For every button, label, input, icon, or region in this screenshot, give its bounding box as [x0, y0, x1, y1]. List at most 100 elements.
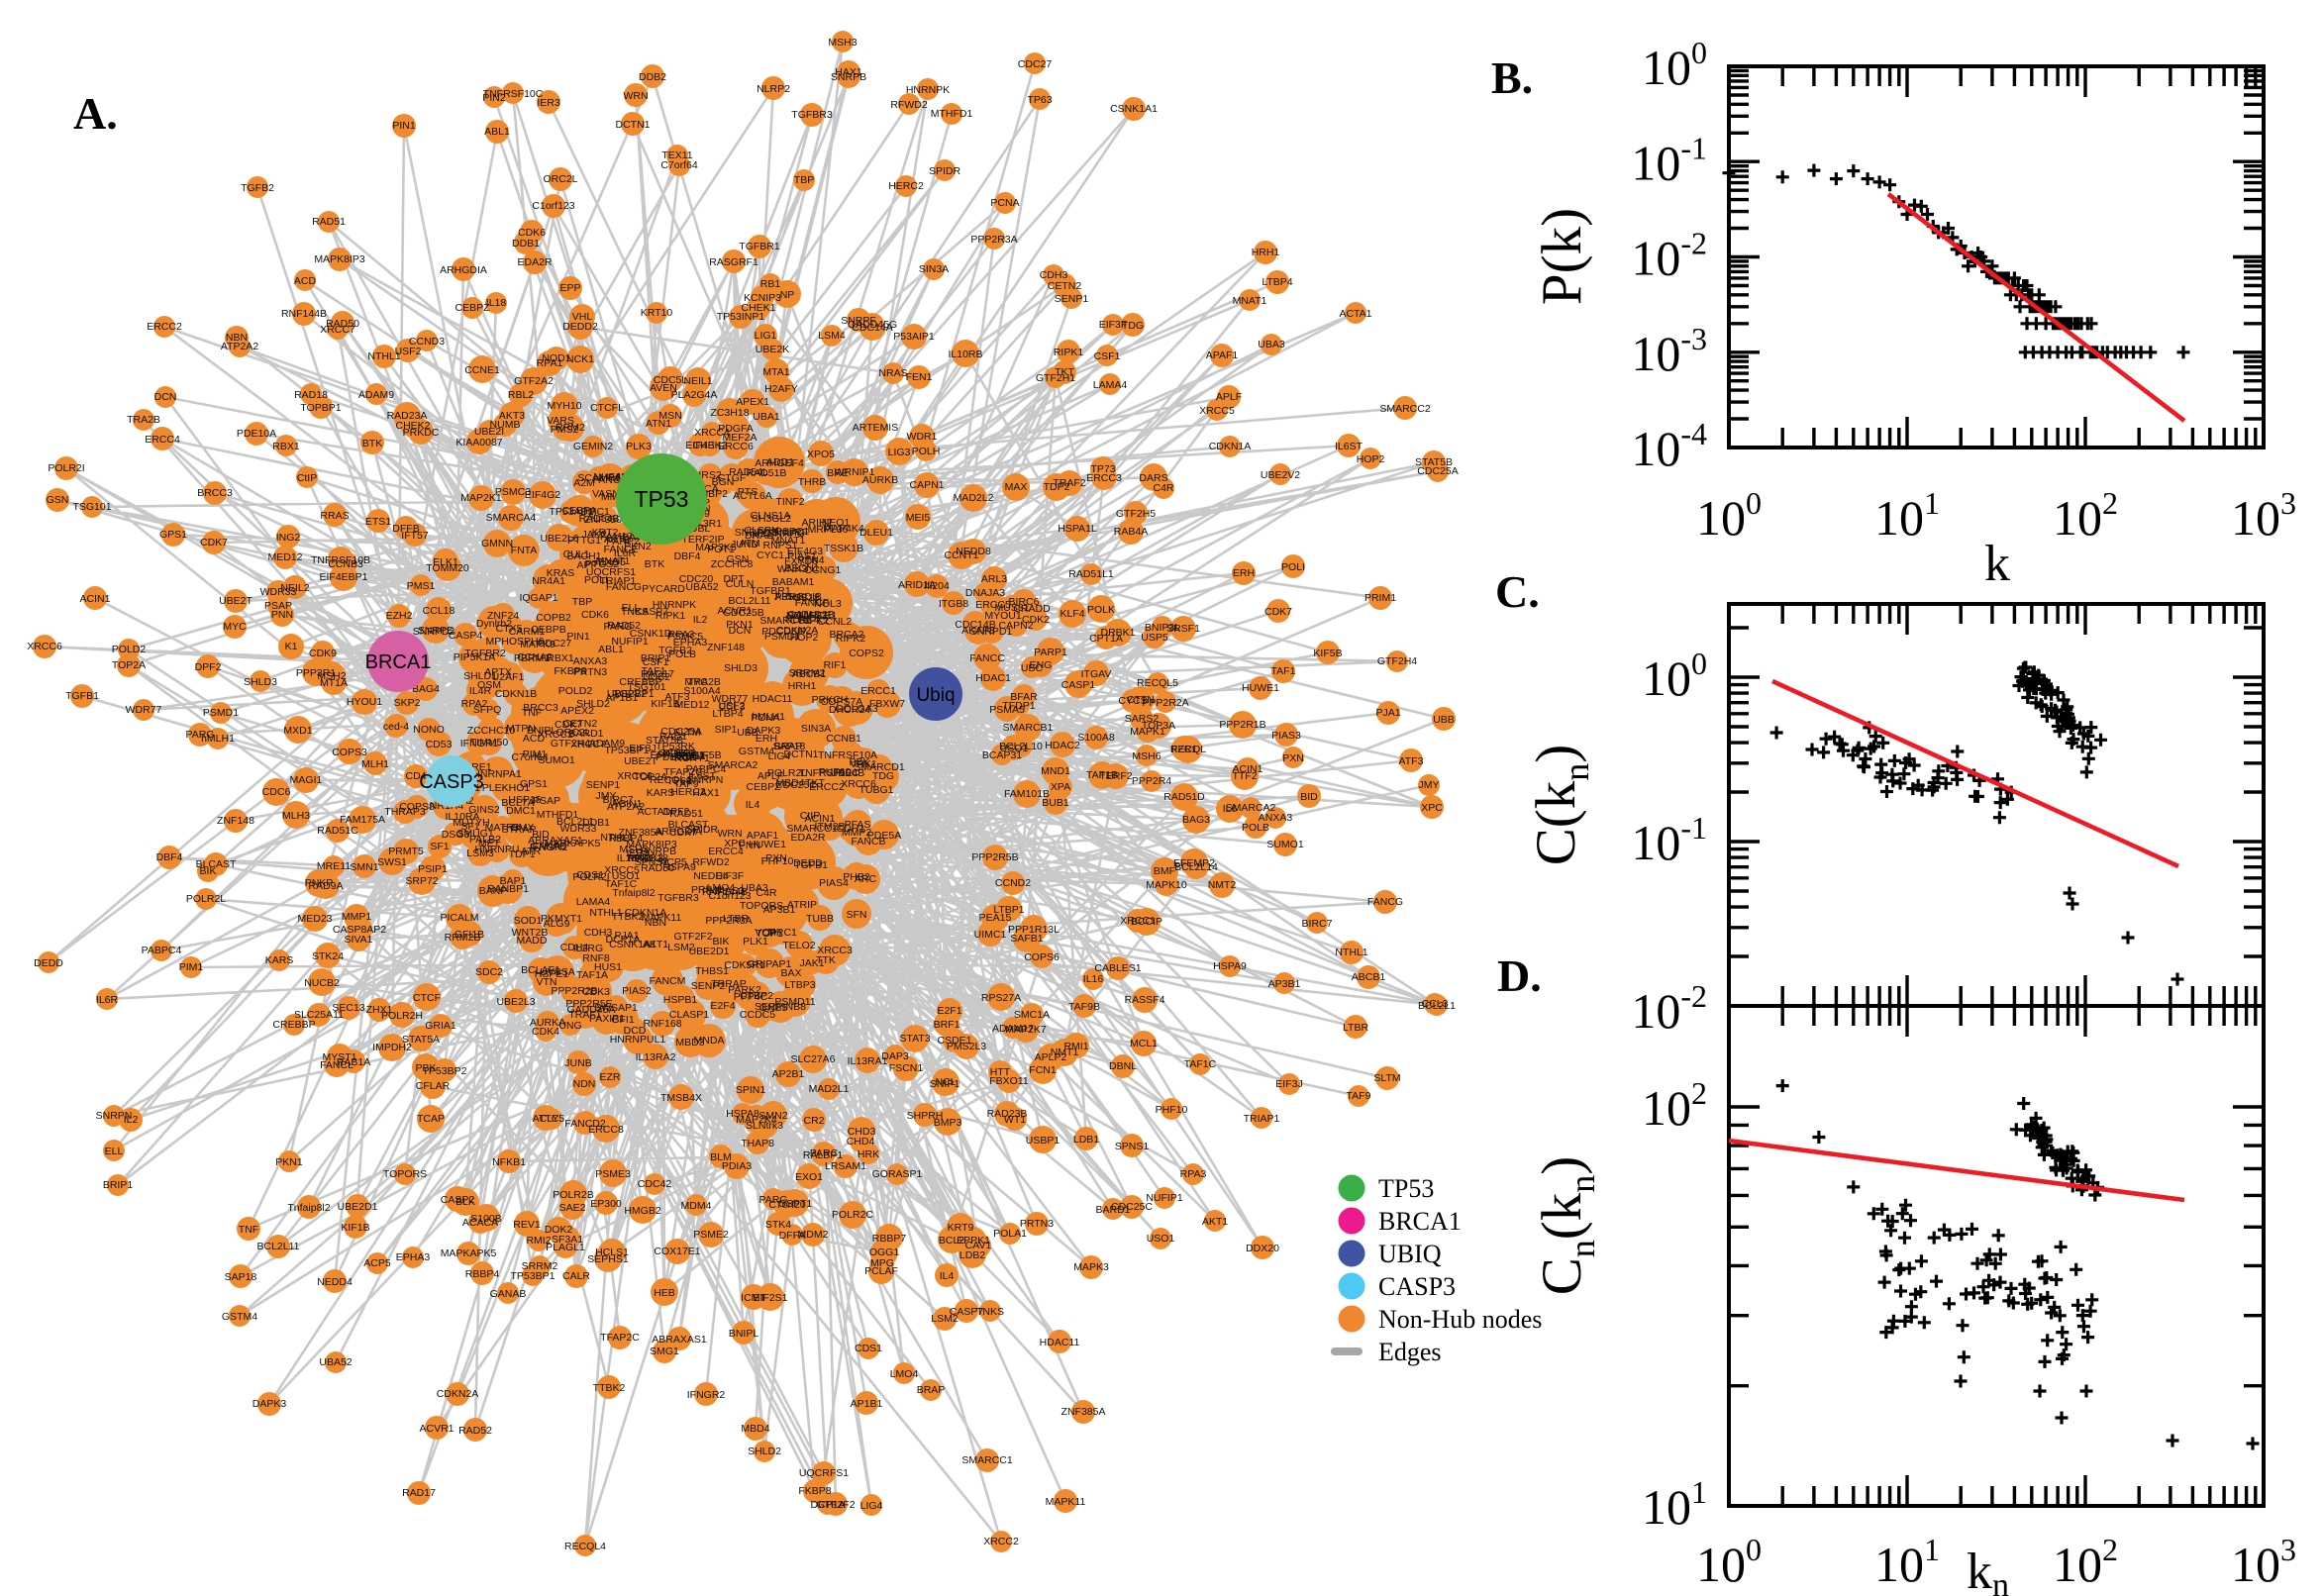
svg-text:ADAM9: ADAM9	[589, 738, 625, 749]
svg-text:MAP2K4: MAP2K4	[736, 1114, 777, 1126]
svg-text:BLM: BLM	[710, 1151, 732, 1163]
svg-text:MAPK11: MAPK11	[642, 912, 682, 924]
svg-text:ACVR1: ACVR1	[717, 605, 752, 617]
svg-text:HDAC11: HDAC11	[753, 693, 793, 705]
svg-text:FBXW7: FBXW7	[869, 698, 905, 710]
svg-text:ZNF385A: ZNF385A	[619, 827, 663, 839]
svg-text:XRCC5: XRCC5	[1199, 405, 1235, 417]
svg-text:TOMM20: TOMM20	[426, 562, 469, 574]
svg-text:CDS1: CDS1	[855, 1343, 882, 1354]
svg-text:ARHGEF4: ARHGEF4	[755, 457, 804, 469]
svg-text:CDKN2A: CDKN2A	[776, 625, 819, 637]
svg-text:NEO1: NEO1	[822, 517, 851, 529]
svg-text:KRT2: KRT2	[592, 527, 619, 539]
svg-text:SH3GL2: SH3GL2	[752, 513, 791, 525]
svg-text:PSMC3: PSMC3	[495, 486, 531, 498]
svg-text:FANCG: FANCG	[1367, 896, 1403, 908]
svg-text:PIM1: PIM1	[179, 961, 204, 973]
svg-text:UBE2T: UBE2T	[624, 755, 657, 767]
svg-text:NUFIP1: NUFIP1	[1146, 1192, 1183, 1204]
svg-text:MPHOSPH6: MPHOSPH6	[486, 636, 545, 648]
svg-text:PKN2: PKN2	[624, 541, 652, 552]
svg-text:IL13RA2: IL13RA2	[636, 1051, 676, 1063]
svg-text:SNURF: SNURF	[772, 527, 808, 539]
svg-text:MBD3: MBD3	[675, 1037, 704, 1048]
svg-text:ACTA1: ACTA1	[637, 806, 669, 818]
svg-text:TP53INP1: TP53INP1	[717, 311, 765, 323]
svg-text:CDC25C: CDC25C	[775, 779, 817, 791]
svg-text:DFFA: DFFA	[779, 1230, 806, 1242]
svg-text:MAP4K4: MAP4K4	[823, 523, 864, 535]
svg-text:NTHL1: NTHL1	[589, 907, 622, 919]
svg-text:CCND3: CCND3	[409, 336, 445, 348]
svg-text:STAT5A: STAT5A	[402, 1034, 440, 1046]
svg-text:GSN: GSN	[47, 494, 69, 506]
svg-text:HSPE1: HSPE1	[535, 968, 569, 980]
svg-text:RECQL5: RECQL5	[1137, 677, 1178, 689]
svg-text:GTF2H5: GTF2H5	[1116, 508, 1156, 520]
svg-text:CDK6: CDK6	[581, 609, 609, 621]
svg-text:ABRAXAS1: ABRAXAS1	[528, 835, 583, 847]
svg-text:SHLD2: SHLD2	[576, 698, 610, 710]
svg-text:ADAM9: ADAM9	[358, 389, 394, 401]
svg-text:CLASP1: CLASP1	[669, 1009, 709, 1021]
svg-text:LIG4: LIG4	[860, 1500, 883, 1512]
svg-text:UBA3: UBA3	[1258, 339, 1285, 350]
svg-text:RPA2: RPA2	[461, 698, 488, 710]
svg-text:MXD1: MXD1	[283, 725, 312, 737]
svg-text:TRA2B: TRA2B	[687, 676, 721, 688]
svg-text:CCNL2: CCNL2	[818, 616, 853, 628]
svg-text:SIP1: SIP1	[715, 724, 738, 736]
svg-text:MYST1: MYST1	[322, 1051, 356, 1063]
svg-text:DCTN1: DCTN1	[615, 119, 650, 131]
svg-text:PDE5A: PDE5A	[867, 830, 901, 842]
svg-text:PHF10: PHF10	[761, 855, 794, 867]
svg-text:TGFB1: TGFB1	[65, 690, 99, 702]
svg-text:CDC14A: CDC14A	[852, 322, 892, 334]
svg-text:PCNA: PCNA	[751, 712, 779, 724]
svg-text:CDK9: CDK9	[309, 648, 337, 659]
svg-text:MAD2L1: MAD2L1	[809, 1083, 850, 1095]
svg-text:BLCAST: BLCAST	[196, 858, 237, 870]
svg-text:CDKN1A: CDKN1A	[1209, 441, 1252, 452]
svg-text:MLH3: MLH3	[282, 810, 310, 822]
svg-text:POLD2: POLD2	[558, 685, 593, 697]
svg-text:Cn(kn): Cn(kn)	[1531, 1156, 1602, 1296]
svg-text:ING2: ING2	[671, 751, 696, 763]
svg-text:CDK7: CDK7	[555, 719, 582, 731]
svg-text:TAF1A: TAF1A	[576, 969, 608, 981]
svg-text:TP53: TP53	[635, 486, 689, 512]
svg-text:LTBP4: LTBP4	[712, 708, 743, 720]
svg-text:PAXIP1: PAXIP1	[589, 1013, 625, 1025]
svg-text:FXYD6: FXYD6	[784, 555, 818, 567]
svg-text:STK4: STK4	[765, 1219, 791, 1231]
svg-text:NDN: NDN	[573, 1078, 596, 1090]
svg-text:CDKN1B: CDKN1B	[495, 688, 538, 700]
svg-text:PARK2: PARK2	[728, 984, 761, 996]
svg-text:IL10RB: IL10RB	[948, 349, 982, 360]
svg-text:TFAP2C: TFAP2C	[600, 1332, 640, 1344]
svg-text:POLB: POLB	[668, 648, 696, 660]
svg-text:MRPL36: MRPL36	[808, 524, 849, 536]
svg-text:HNRNPK: HNRNPK	[906, 84, 950, 96]
svg-text:MADD: MADD	[517, 935, 548, 947]
svg-text:ITGB8: ITGB8	[939, 598, 969, 610]
svg-text:SNRPD2: SNRPD2	[413, 626, 455, 638]
svg-text:TP53RK: TP53RK	[656, 741, 695, 752]
svg-text:LTBP4: LTBP4	[1262, 276, 1292, 288]
svg-text:C4R: C4R	[756, 887, 776, 899]
svg-text:JAK2: JAK2	[581, 529, 606, 541]
svg-text:DCP1A: DCP1A	[810, 1499, 845, 1511]
svg-text:GOLGA3: GOLGA3	[835, 703, 877, 715]
svg-text:TOPBP1: TOPBP1	[300, 402, 341, 414]
svg-text:DCN: DCN	[154, 391, 177, 403]
svg-text:ENG: ENG	[1030, 659, 1053, 671]
svg-text:XRCC6: XRCC6	[617, 770, 653, 782]
svg-text:CDC27: CDC27	[538, 638, 572, 649]
svg-text:GTF2H4: GTF2H4	[551, 738, 590, 749]
svg-text:SPNS1: SPNS1	[1115, 1141, 1150, 1152]
svg-text:AVEN: AVEN	[650, 382, 677, 394]
svg-text:CALR: CALR	[562, 1270, 590, 1282]
svg-text:PRTN3: PRTN3	[1020, 1218, 1054, 1230]
svg-text:ACLY: ACLY	[533, 1113, 559, 1125]
